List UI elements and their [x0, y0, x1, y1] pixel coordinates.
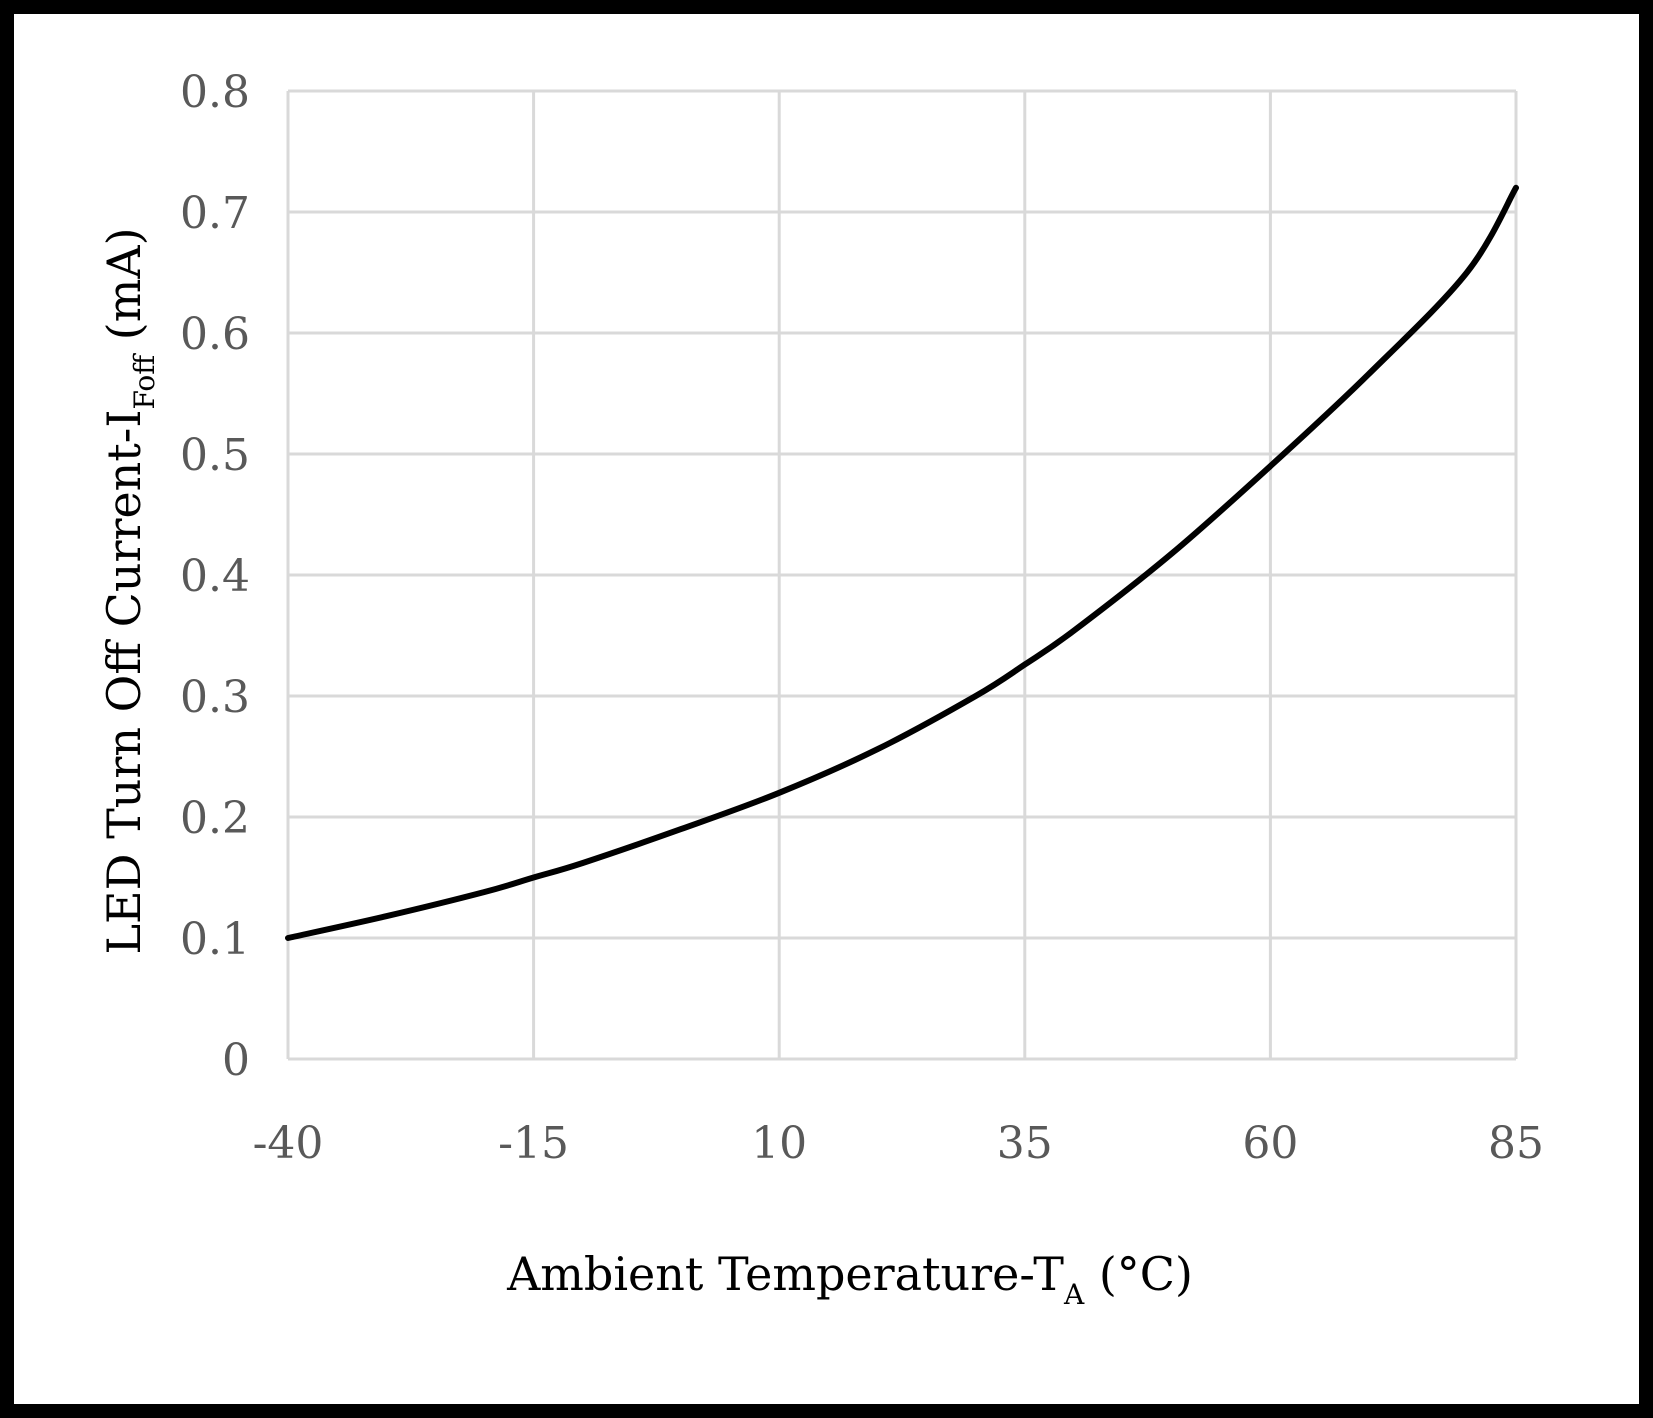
y-tick-label: 0.4	[180, 551, 250, 602]
x-axis-title: Ambient Temperature-TA (°C)	[506, 1247, 1193, 1311]
y-tick-label: 0.7	[180, 188, 250, 239]
x-tick-label: -40	[253, 1118, 324, 1169]
x-axis-ticks: -40 -15 10 35 60 85	[253, 1118, 1544, 1169]
chart-frame: 0 0.1 0.2 0.3 0.4 0.5 0.6 0.7 0.8 -40 -15 10 35 60 85…	[14, 14, 1639, 1404]
series-layer	[285, 184, 1519, 941]
y-axis-title: LED Turn Off Current-IFoff (mA)	[97, 227, 161, 954]
line-chart: 0 0.1 0.2 0.3 0.4 0.5 0.6 0.7 0.8 -40 -15 10 35 60 85…	[97, 67, 1544, 1311]
y-tick-label: 0.2	[180, 793, 250, 844]
x-tick-label: 85	[1488, 1118, 1544, 1169]
y-tick-label: 0	[222, 1035, 250, 1086]
grid	[286, 89, 1518, 1061]
x-tick-label: 60	[1242, 1118, 1298, 1169]
y-tick-label: 0.3	[180, 672, 250, 723]
x-tick-label: 35	[997, 1118, 1053, 1169]
y-tick-label: 0.1	[180, 914, 250, 965]
x-tick-label: -15	[498, 1118, 569, 1169]
y-tick-label: 0.8	[180, 67, 250, 118]
x-tick-label: 10	[751, 1118, 807, 1169]
series-line	[285, 184, 1519, 941]
y-tick-label: 0.5	[180, 430, 250, 481]
y-axis-ticks: 0 0.1 0.2 0.3 0.4 0.5 0.6 0.7 0.8	[180, 67, 250, 1086]
y-tick-label: 0.6	[180, 309, 250, 360]
